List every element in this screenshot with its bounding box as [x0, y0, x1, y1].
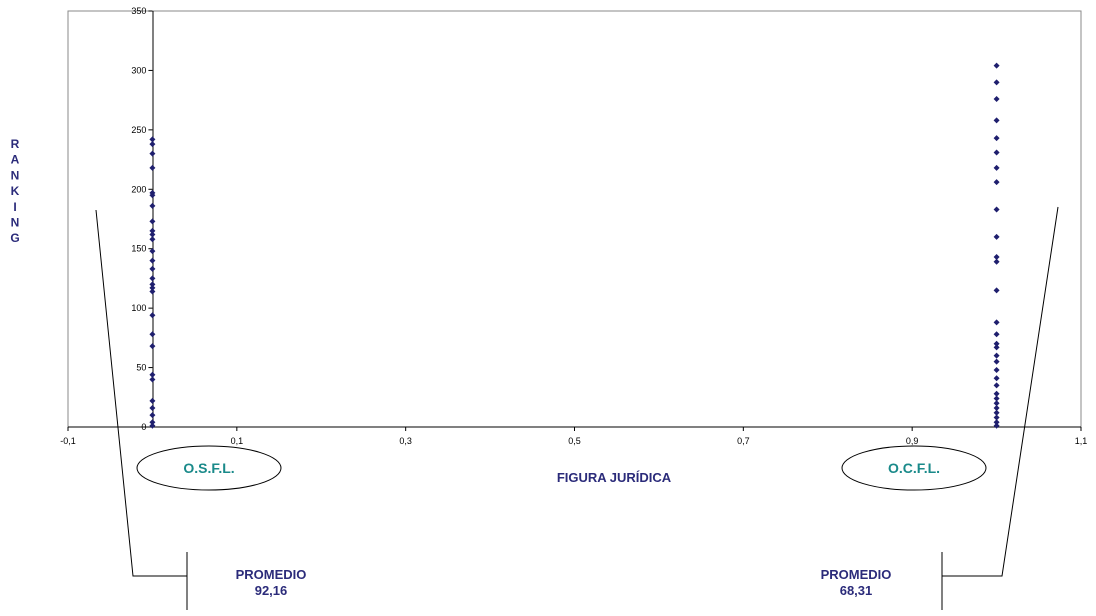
ocfl-ellipse: [841, 445, 987, 491]
data-point: [149, 227, 156, 234]
plot-area-border: [67, 10, 1082, 428]
right-promedio-value: 68,31: [840, 583, 873, 598]
data-point: [149, 422, 156, 429]
x-tick-label: 0,3: [399, 436, 412, 446]
x-tick-label: 0,7: [737, 436, 750, 446]
data-point: [149, 331, 156, 338]
y-tick-label: 200: [131, 184, 146, 194]
data-point: [993, 375, 1000, 382]
data-point: [149, 164, 156, 171]
osfl-group-label: O.S.F.L.: [183, 460, 234, 476]
data-point: [149, 202, 156, 209]
data-point: [993, 395, 1000, 402]
data-point: [993, 400, 1000, 407]
data-point: [149, 397, 156, 404]
y-axis-label-letter: K: [11, 184, 20, 198]
data-point: [993, 233, 1000, 240]
data-point: [149, 312, 156, 319]
data-point: [149, 419, 156, 426]
x-tick-label: -0,1: [60, 436, 76, 446]
y-axis-label-letter: N: [11, 216, 20, 230]
ocfl-group-label: O.C.F.L.: [888, 460, 940, 476]
data-point: [993, 179, 1000, 186]
data-point: [993, 206, 1000, 213]
data-point: [149, 371, 156, 378]
data-point: [149, 257, 156, 264]
data-point: [149, 150, 156, 157]
data-point: [149, 136, 156, 143]
data-point: [149, 141, 156, 148]
data-point: [993, 340, 1000, 347]
y-tick-label: 150: [131, 244, 146, 254]
data-points-group: [149, 62, 1000, 429]
x-tick-label: 0,1: [231, 436, 244, 446]
y-axis-label-letter: R: [11, 137, 20, 151]
y-tick-label: 350: [131, 6, 146, 16]
data-point: [149, 265, 156, 272]
x-tick-group: -0,1 0,1 0,3 0,5 0,7 0,9 1,1: [60, 427, 1087, 446]
data-point: [993, 366, 1000, 373]
y-tick-label: 0: [141, 422, 146, 432]
data-point: [993, 390, 1000, 397]
data-point: [993, 149, 1000, 156]
data-point: [149, 412, 156, 419]
data-point: [993, 404, 1000, 411]
left-promedio-value: 92,16: [255, 583, 288, 598]
data-point: [993, 135, 1000, 142]
x-axis-label: FIGURA JURÍDICA: [557, 470, 672, 485]
data-point: [993, 164, 1000, 171]
left-promedio-label: PROMEDIO: [236, 567, 307, 582]
osfl-ellipse: [136, 445, 282, 491]
y-axis-label-letter: N: [11, 168, 20, 182]
data-point: [149, 281, 156, 288]
data-point: [993, 79, 1000, 86]
data-point: [149, 192, 156, 199]
data-point: [149, 236, 156, 243]
data-point: [149, 343, 156, 350]
data-point: [993, 62, 1000, 69]
y-axis-label-letter: G: [10, 231, 19, 245]
data-point: [993, 352, 1000, 359]
data-point: [993, 422, 1000, 429]
right-callout-line: [942, 206, 1059, 577]
y-tick-label: 100: [131, 303, 146, 313]
data-point: [993, 331, 1000, 338]
data-point: [993, 358, 1000, 365]
data-point: [149, 218, 156, 225]
data-point: [993, 287, 1000, 294]
x-tick-label: 0,5: [568, 436, 581, 446]
data-point: [993, 258, 1000, 265]
data-point: [993, 414, 1000, 421]
data-point: [993, 319, 1000, 326]
data-point: [993, 419, 1000, 426]
data-point: [149, 284, 156, 291]
y-axis-label-letter: I: [13, 200, 16, 214]
data-point: [149, 376, 156, 383]
data-point: [993, 382, 1000, 389]
data-point: [149, 275, 156, 282]
left-callout-line: [95, 209, 187, 577]
y-axis-label-letter: A: [11, 153, 20, 167]
x-tick-label: 1,1: [1075, 436, 1088, 446]
data-point: [993, 409, 1000, 416]
data-point: [993, 95, 1000, 102]
data-point: [149, 288, 156, 295]
y-tick-group: 0 50 100 150 200 250 300 350: [131, 6, 153, 432]
data-point: [993, 254, 1000, 261]
y-tick-label: 50: [136, 363, 146, 373]
data-point: [993, 344, 1000, 351]
data-point: [149, 404, 156, 411]
x-tick-label: 0,9: [906, 436, 919, 446]
data-point: [993, 117, 1000, 124]
right-promedio-label: PROMEDIO: [821, 567, 892, 582]
data-point: [149, 231, 156, 238]
data-point: [149, 248, 156, 255]
y-tick-label: 250: [131, 125, 146, 135]
y-tick-label: 300: [131, 65, 146, 75]
